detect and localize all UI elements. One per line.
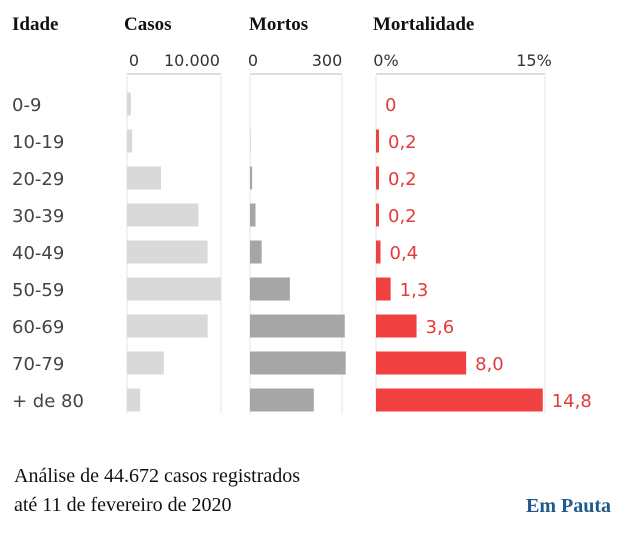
mortality-value-label: 0,4: [390, 243, 419, 264]
chart-panels: 0-9 10-19 20-29 30-39 40-49 50-59 60-69 70-79 + …: [12, 51, 592, 414]
mortality-bar: [376, 351, 467, 375]
cases-bar: [127, 351, 164, 375]
header-age: Idade: [12, 14, 58, 35]
mortality-value-label: 0,2: [388, 132, 417, 153]
mortality-bar: [376, 203, 379, 227]
cases-bar: [127, 240, 208, 264]
mortality-bar: [376, 388, 543, 412]
cases-bar: [127, 314, 208, 338]
mortality-value-label: 1,3: [400, 280, 429, 301]
mortality-tick-label: 15%: [516, 51, 552, 70]
age-label: 20-29: [12, 169, 64, 190]
cases-bar: [127, 166, 162, 190]
mortality-value-label: 3,6: [426, 317, 455, 338]
cases-bar: [127, 203, 199, 227]
cases-bar: [127, 388, 141, 412]
mortality-value-label: 0,2: [388, 169, 417, 190]
age-label: 60-69: [12, 317, 64, 338]
cases-bar: [127, 129, 133, 153]
header-cases: Casos: [124, 14, 172, 35]
mortality-bar: [376, 277, 391, 301]
mortality-bar: [376, 129, 379, 153]
header-mortality: Mortalidade: [373, 14, 474, 35]
deaths-bar: [250, 240, 262, 264]
mortality-value-label: 14,8: [552, 391, 592, 412]
age-label: 50-59: [12, 280, 64, 301]
age-label: 0-9: [12, 95, 41, 116]
age-label: 40-49: [12, 243, 64, 264]
deaths-bar: [250, 203, 256, 227]
cases-bar: [127, 92, 131, 116]
mortality-bar: [376, 314, 417, 338]
deaths-bar: [250, 388, 314, 412]
footnote-line-1: Análise de 44.672 casos registrados: [14, 465, 301, 487]
mortality-value-label: 8,0: [475, 354, 504, 375]
brand-label: Em Pauta: [526, 495, 611, 517]
age-label: 30-39: [12, 206, 64, 227]
mortality-bar: [376, 166, 379, 190]
cases-tick-label: 0: [129, 51, 139, 70]
header-deaths: Mortos: [249, 14, 308, 35]
age-label: 70-79: [12, 354, 64, 375]
cases-bar: [127, 277, 222, 301]
age-label: 10-19: [12, 132, 64, 153]
deaths-bar: [250, 166, 253, 190]
age-label: + de 80: [12, 391, 84, 412]
cases-tick-label: 10.000: [164, 51, 220, 70]
mortality-value-label: 0: [385, 95, 396, 116]
footnote: Análise de 44.672 casos registrados até …: [14, 462, 434, 520]
deaths-tick-label: 300: [312, 51, 343, 70]
mortality-tick-label: 0%: [373, 51, 398, 70]
deaths-bar: [250, 351, 346, 375]
footnote-line-2: até 11 de fevereiro de 2020: [14, 494, 232, 516]
deaths-bar: [250, 277, 290, 301]
mortality-bar: [376, 240, 381, 264]
age-mortality-chart: Idade Casos Mortos Mortalidade 0-9 10-19 2…: [12, 14, 592, 414]
mortality-value-label: 0,2: [388, 206, 417, 227]
deaths-bar: [250, 314, 345, 338]
deaths-tick-label: 0: [248, 51, 258, 70]
